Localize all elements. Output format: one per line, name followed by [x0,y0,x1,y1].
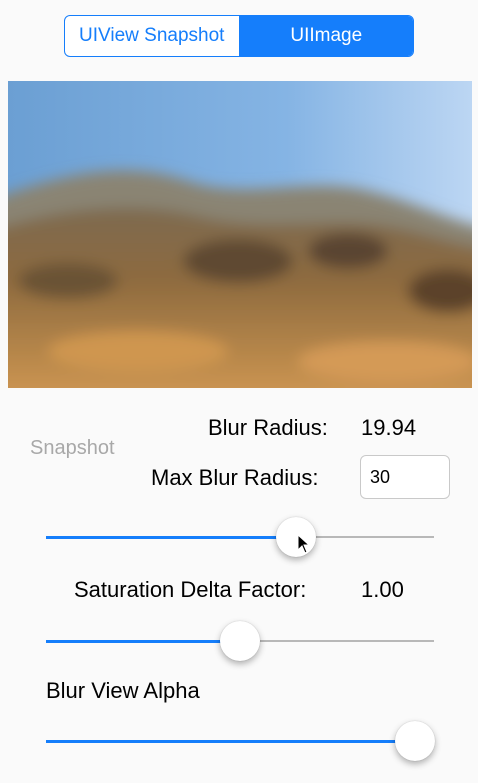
saturation-delta-factor-label: Saturation Delta Factor: [74,577,307,602]
blurred-image-preview [8,81,472,388]
blur-radius-value: 19.94 [361,415,417,440]
max-blur-radius-field[interactable] [360,455,450,499]
blur-radius-label: Blur Radius: [208,415,328,440]
snapshot-button[interactable]: Snapshot [30,437,115,459]
segment-uiimage[interactable]: UIImage [238,16,413,56]
slider-track-fill [46,639,240,643]
max-blur-radius-label: Max Blur Radius: [151,465,319,490]
mode-segmented-control[interactable]: UIView Snapshot UIImage [64,15,414,57]
blur-radius-slider[interactable] [46,517,434,557]
blur-view-alpha-label: Blur View Alpha [46,678,200,703]
slider-thumb[interactable] [220,621,260,661]
slider-thumb[interactable] [394,721,435,761]
slider-track-fill [46,739,415,743]
segment-uiview-snapshot[interactable]: UIView Snapshot [79,25,225,46]
slider-thumb[interactable] [276,517,317,557]
mouse-pointer-icon [297,534,311,554]
saturation-delta-factor-value: 1.00 [361,577,404,602]
blur-view-alpha-slider[interactable] [46,721,435,761]
saturation-delta-factor-slider[interactable] [46,621,434,661]
slider-track-fill [46,535,297,539]
